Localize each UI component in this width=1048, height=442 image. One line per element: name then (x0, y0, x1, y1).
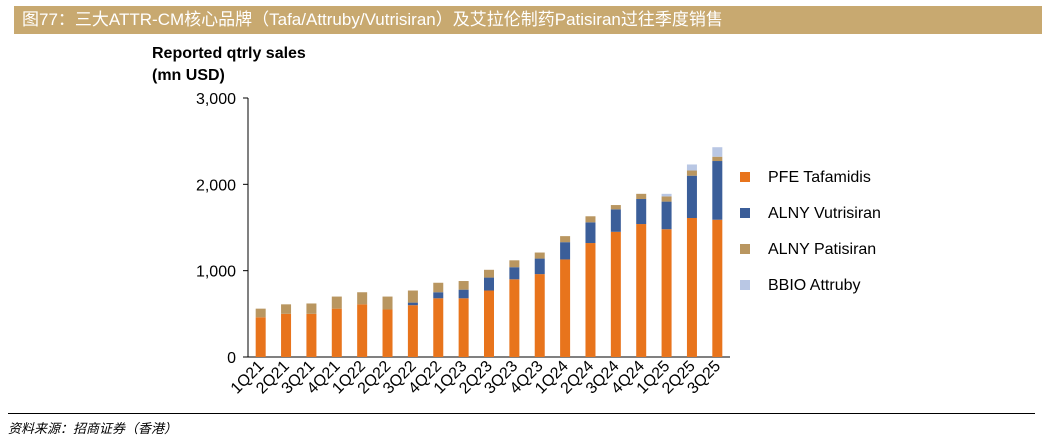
bar-segment (560, 259, 571, 357)
stacked-bar-chart: Reported qtrly sales (mn USD) 0 1,000 2,00… (152, 45, 881, 398)
bar-segment (661, 196, 672, 202)
bar-segment (610, 205, 621, 210)
bar-segment (255, 308, 266, 318)
bar-segment (433, 292, 444, 299)
x-tick-labels: 1Q212Q213Q214Q211Q222Q223Q224Q221Q232Q23… (228, 358, 724, 398)
bar-segment (484, 277, 494, 291)
y-axis-title-line-2: (mn USD) (152, 67, 225, 84)
bar-segment (610, 231, 621, 357)
bar-segment (281, 313, 292, 357)
bar-segment (712, 147, 723, 157)
bar-segment (686, 218, 697, 357)
bar-segment (610, 209, 621, 232)
bar-segment (686, 170, 697, 176)
bar-segment (306, 313, 317, 357)
bar-segment (686, 164, 697, 171)
legend-label: BBIO Attruby (768, 277, 860, 294)
bar-segment (382, 309, 393, 357)
bar-segment (636, 224, 647, 357)
bar-segment (712, 156, 723, 162)
legend-label: ALNY Patisiran (768, 241, 876, 258)
bar-segment (509, 260, 520, 268)
bar-segment (661, 201, 672, 230)
bar-segment (534, 274, 545, 357)
bar-segment (407, 302, 418, 306)
y-axis-title: Reported qtrly sales (mn USD) (152, 45, 306, 84)
bar-segment (534, 258, 545, 275)
bar-segment (458, 298, 469, 357)
legend-swatch (740, 208, 750, 218)
bars (255, 147, 723, 357)
bar-segment (458, 281, 469, 290)
legend-label: ALNY Vutrisiran (768, 205, 881, 222)
bar-segment (585, 216, 596, 223)
bar-segment (686, 175, 697, 219)
legend-swatch (740, 280, 750, 290)
bar-segment (661, 193, 672, 197)
figure-title: 图77：三大ATTR-CM核心品牌（Tafa/Attruby/Vutrisira… (14, 6, 1042, 34)
source-divider (8, 413, 1035, 414)
bar-segment (357, 304, 368, 357)
y-axis-title-line-1: Reported qtrly sales (152, 45, 306, 62)
bar-segment (407, 290, 418, 303)
bar-segment (281, 304, 292, 314)
bar-segment (661, 229, 672, 357)
legend-swatch (740, 244, 750, 254)
bar-segment (509, 267, 520, 280)
source-note: 资料来源：招商证券（香港） (8, 422, 178, 437)
bar-segment (407, 305, 418, 357)
bar-segment (560, 242, 571, 260)
bar-segment (585, 243, 596, 357)
bar-segment (712, 161, 723, 220)
bar-segment (585, 222, 596, 244)
bar-segment (255, 317, 266, 357)
bar-segment (331, 308, 342, 357)
legend-swatch (740, 172, 750, 182)
bar-segment (458, 289, 469, 299)
legend-label: PFE Tafamidis (768, 169, 871, 186)
bar-segment (433, 298, 444, 357)
bar-segment (534, 252, 545, 259)
bar-segment (636, 199, 647, 225)
bar-segment (382, 296, 393, 310)
legend: PFE Tafamidis ALNY Vutrisiran ALNY Patisir… (740, 169, 881, 294)
bar-segment (433, 282, 444, 293)
y-tick-label: 1,000 (196, 264, 236, 281)
bar-segment (357, 292, 368, 305)
bar-segment (306, 303, 317, 314)
y-tick-label: 3,000 (196, 91, 236, 108)
bar-segment (331, 296, 342, 309)
bar-segment (509, 279, 520, 357)
bar-segment (712, 219, 723, 357)
bar-segment (560, 236, 571, 243)
bar-segment (484, 269, 494, 278)
y-tick-label: 2,000 (196, 177, 236, 194)
bar-segment (484, 290, 494, 357)
y-tick-label: 0 (227, 350, 236, 367)
bar-segment (636, 193, 647, 200)
